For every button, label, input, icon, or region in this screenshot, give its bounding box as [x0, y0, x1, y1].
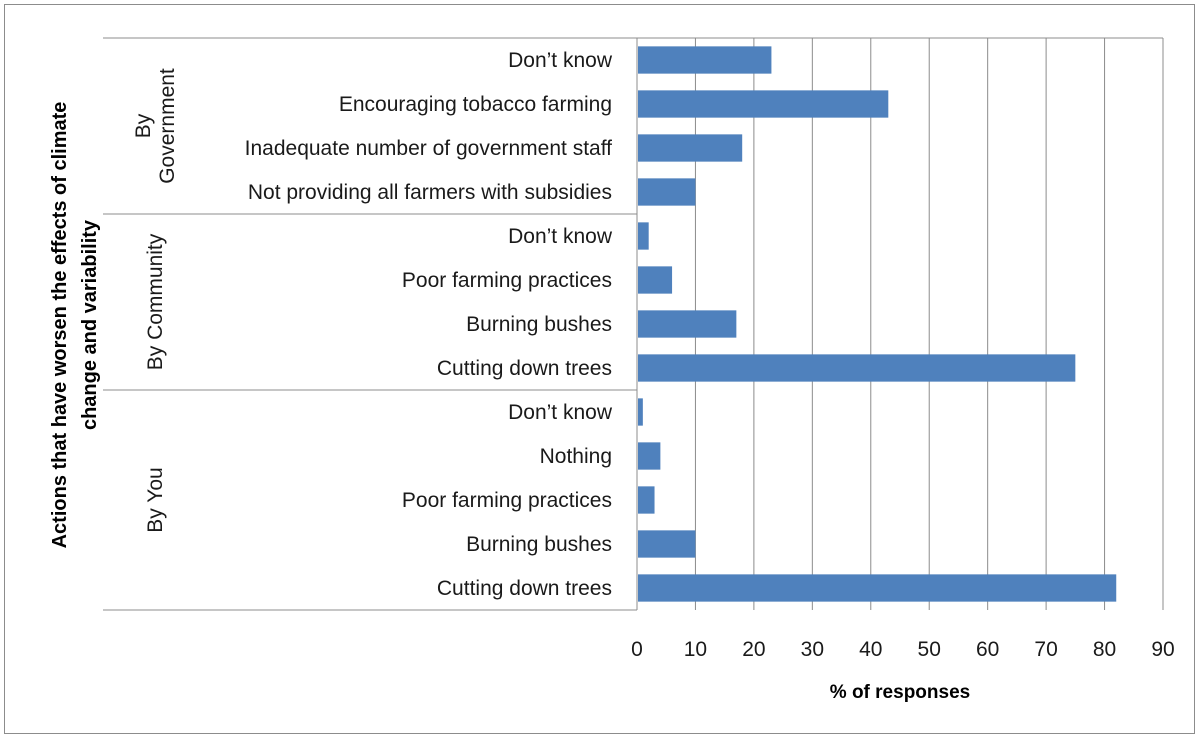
- y-axis-label: Actions that have worsen the effects of …: [49, 102, 101, 549]
- category-label: Encouraging tobacco farming: [339, 93, 612, 116]
- axes: [103, 37, 1163, 611]
- x-tick-label: 40: [859, 638, 882, 661]
- bar: [638, 354, 1076, 382]
- group-label: ByGovernment: [132, 68, 179, 184]
- category-label: Poor farming practices: [402, 489, 612, 512]
- category-label: Burning bushes: [466, 533, 612, 556]
- y-axis-title: Actions that have worsen the effects of …: [49, 102, 101, 549]
- x-tick-label: 30: [801, 638, 824, 661]
- x-tick-label: 90: [1151, 638, 1174, 661]
- bar: [638, 310, 737, 338]
- category-label: Poor farming practices: [402, 269, 612, 292]
- category-label: Cutting down trees: [437, 577, 612, 600]
- bar: [638, 442, 661, 470]
- gridlines: [694, 38, 1164, 610]
- bar: [638, 486, 655, 514]
- category-label: Don’t know: [508, 401, 613, 424]
- bar: [638, 134, 743, 162]
- x-tick-label: 20: [742, 638, 765, 661]
- bar: [638, 46, 772, 74]
- category-labels: Don’t know Encouraging tobacco farming Ina…: [245, 49, 613, 600]
- category-label: Nothing: [540, 445, 612, 468]
- group-label: By Community: [144, 233, 167, 370]
- category-label: Don’t know: [508, 225, 613, 248]
- category-label: Burning bushes: [466, 313, 612, 336]
- x-axis-label: % of responses: [830, 682, 970, 703]
- group-labels: ByGovernment By Community By You: [132, 68, 179, 533]
- bar: [638, 90, 889, 118]
- category-label: Don’t know: [508, 49, 613, 72]
- x-tick-label: 0: [631, 638, 643, 661]
- x-tick-label: 10: [684, 638, 707, 661]
- bar: [638, 530, 696, 558]
- bar: [638, 574, 1117, 602]
- bar: [638, 266, 673, 294]
- category-label: Inadequate number of government staff: [245, 137, 613, 160]
- x-tick-label: 60: [976, 638, 999, 661]
- bars: [638, 46, 1117, 602]
- x-tick-label: 80: [1093, 638, 1116, 661]
- group-label: By You: [144, 467, 167, 532]
- category-label: Not providing all farmers with subsidies: [248, 181, 612, 204]
- category-label: Cutting down trees: [437, 357, 612, 380]
- x-tick-label: 50: [918, 638, 941, 661]
- x-tick-labels: 0 10 20 30 40 50 60 70 80 90: [631, 638, 1175, 661]
- bar: [638, 398, 643, 426]
- bar: [638, 222, 649, 250]
- bar: [638, 178, 696, 206]
- x-tick-label: 70: [1034, 638, 1057, 661]
